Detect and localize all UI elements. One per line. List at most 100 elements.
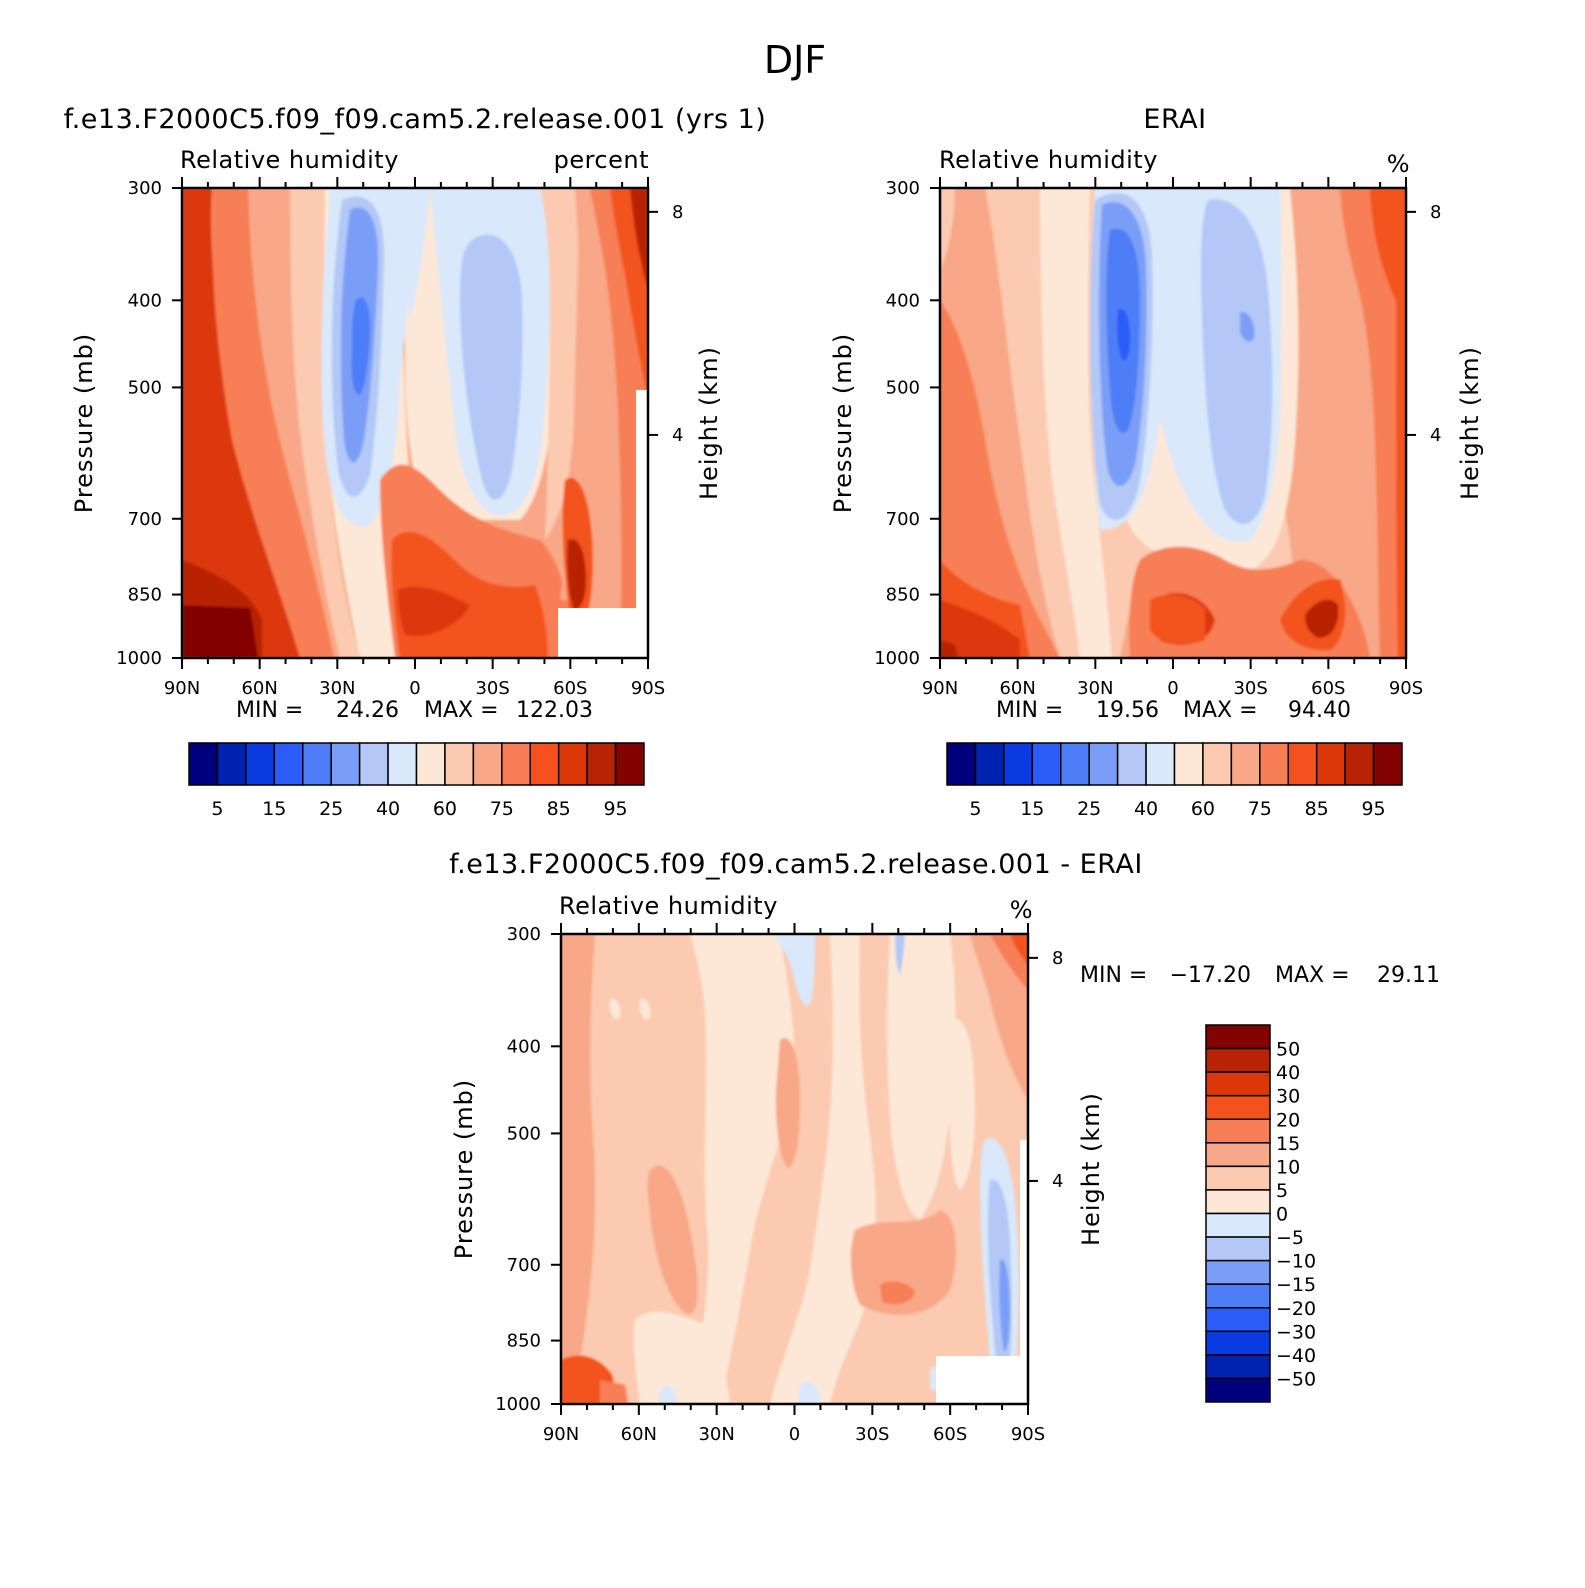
colorbar-label: 15 <box>1020 798 1044 820</box>
contour-field <box>940 188 1406 658</box>
y2-axis-label: Height (km) <box>695 346 723 500</box>
y-tick-label: 500 <box>128 377 162 398</box>
y-tick-label: 700 <box>507 1255 541 1276</box>
colorbar-box <box>1205 1283 1271 1309</box>
min-value: 24.26 <box>336 698 399 723</box>
y-tick-label: 700 <box>128 509 162 530</box>
panel-diff: f.e13.F2000C5.f09_f09.cam5.2.release.001… <box>449 849 1440 1445</box>
colorbar-box <box>501 742 531 786</box>
colorbar-label: 40 <box>1134 798 1158 820</box>
colorbar-box <box>1003 742 1034 786</box>
max-value: 29.11 <box>1377 963 1440 988</box>
colorbar-box <box>216 742 247 786</box>
contour-field <box>182 188 648 658</box>
colorbar-box <box>1205 1094 1271 1120</box>
colorbar-box <box>1230 742 1261 786</box>
x-tick-label: 90N <box>543 1424 579 1445</box>
colorbar-label: 25 <box>1077 798 1101 820</box>
x-tick-label: 0 <box>409 678 420 699</box>
colorbar-label: 10 <box>1276 1156 1300 1178</box>
colorbar-box <box>529 742 560 786</box>
colorbar-box <box>946 742 977 786</box>
colorbar-box <box>1205 1142 1271 1168</box>
max-label: MAX = <box>1275 963 1350 988</box>
colorbar-box <box>1202 742 1233 786</box>
y-tick-label: 1000 <box>116 648 162 669</box>
colorbar-label: 85 <box>547 798 571 820</box>
panel-title: f.e13.F2000C5.f09_f09.cam5.2.release.001… <box>64 104 767 135</box>
colorbar-box <box>1205 1118 1271 1144</box>
colorbar-box <box>415 742 446 786</box>
y-axis: 300 400 500 700 850 1000 8 4 <box>874 178 1441 669</box>
colorbar-box <box>1205 1354 1271 1380</box>
x-tick-label: 30S <box>475 678 509 699</box>
colorbar-label: −20 <box>1276 1298 1316 1320</box>
colorbar-box <box>245 742 276 786</box>
y2-tick-label: 4 <box>672 425 683 446</box>
colorbar-box <box>387 742 418 786</box>
x-tick-label: 60N <box>999 678 1035 699</box>
panel-title: f.e13.F2000C5.f09_f09.cam5.2.release.001… <box>449 849 1143 880</box>
colorbar-box <box>1205 1047 1271 1073</box>
x-tick-label: 30N <box>319 678 355 699</box>
x-tick-label: 60S <box>1311 678 1345 699</box>
y-axis-label: Pressure (mb) <box>70 333 98 513</box>
colorbar-box <box>1088 742 1119 786</box>
colorbar-box <box>330 742 361 786</box>
colorbar-box <box>1205 1330 1271 1356</box>
colorbar-box <box>1145 742 1176 786</box>
x-tick-label: 60S <box>933 1424 967 1445</box>
y-tick-label: 850 <box>507 1331 541 1352</box>
x-axis: 90N 60N 30N 0 30S 60S 90S <box>543 923 1045 1445</box>
y-axis: 300 400 500 700 850 1000 8 4 <box>116 178 683 669</box>
max-label: MAX = <box>1183 698 1258 723</box>
left-string: Relative humidity <box>939 146 1158 174</box>
colorbar-box <box>273 742 304 786</box>
colorbar: 5 15 25 40 60 75 85 95 <box>188 742 645 820</box>
x-tick-label: 90S <box>1011 1424 1045 1445</box>
colorbar-box <box>1205 1236 1271 1262</box>
colorbar-box <box>1031 742 1062 786</box>
y-tick-label: 500 <box>886 377 920 398</box>
y-tick-label: 850 <box>128 585 162 606</box>
x-tick-label: 30S <box>1233 678 1267 699</box>
colorbar-label: −10 <box>1276 1251 1316 1273</box>
colorbar-box <box>472 742 503 786</box>
x-tick-label: 60N <box>621 1424 657 1445</box>
colorbar-box <box>358 742 389 786</box>
colorbar-label: 15 <box>1276 1133 1300 1155</box>
colorbar-box <box>1372 742 1403 786</box>
colorbar-box <box>1205 1189 1271 1215</box>
colorbar-label: 95 <box>603 798 627 820</box>
colorbar-label: 15 <box>262 798 286 820</box>
y-tick-label: 700 <box>886 509 920 530</box>
colorbar-label: 85 <box>1305 798 1329 820</box>
y-tick-label: 400 <box>507 1036 541 1057</box>
colorbar-box <box>1205 1377 1271 1403</box>
colorbar-label: −15 <box>1276 1274 1316 1296</box>
colorbar-box <box>1173 742 1204 786</box>
colorbar-label: −30 <box>1276 1321 1316 1343</box>
y-tick-label: 500 <box>507 1123 541 1144</box>
x-tick-label: 60S <box>553 678 587 699</box>
colorbar-label: 5 <box>1276 1180 1288 1202</box>
y2-axis-label: Height (km) <box>1456 346 1484 500</box>
colorbar-label: 50 <box>1276 1039 1300 1061</box>
colorbar-box <box>1287 742 1318 786</box>
left-string: Relative humidity <box>180 146 399 174</box>
max-value: 122.03 <box>516 698 593 723</box>
colorbar-label: 60 <box>433 798 457 820</box>
contour-field <box>561 934 1028 1404</box>
y-tick-label: 300 <box>507 924 541 945</box>
y-tick-label: 400 <box>886 290 920 311</box>
colorbar-label: 40 <box>376 798 400 820</box>
colorbar-box <box>1116 742 1147 786</box>
right-string: % <box>1387 150 1410 178</box>
colorbar-box <box>1205 1307 1271 1333</box>
y-tick-label: 300 <box>886 178 920 199</box>
colorbar-label: 75 <box>490 798 514 820</box>
colorbar-label: −5 <box>1276 1227 1304 1249</box>
colorbar-box <box>1205 1259 1271 1285</box>
